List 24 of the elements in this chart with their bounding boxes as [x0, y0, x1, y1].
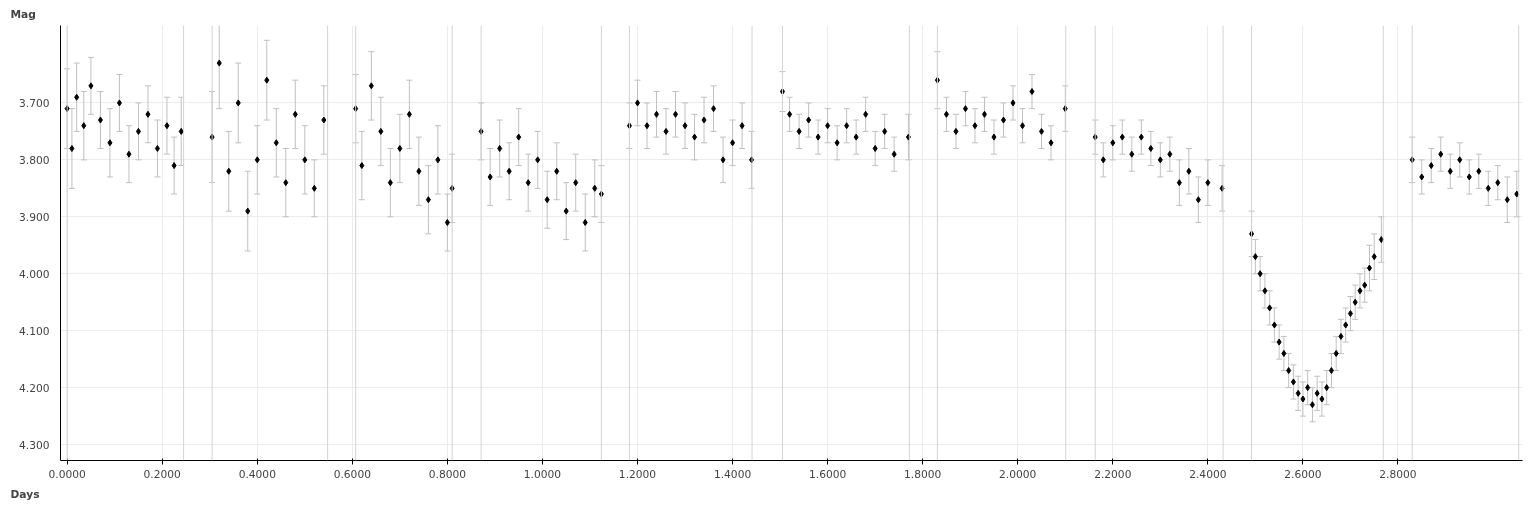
x-tick-label: 0.0000 [48, 467, 87, 481]
x-tick-label: 1.4000 [713, 467, 752, 481]
x-tick-label: 2.2000 [1094, 467, 1132, 481]
x-tick-label: 2.6000 [1284, 467, 1322, 481]
x-tick-label: 1.0000 [523, 467, 562, 481]
y-tick-label: 4.000 [18, 267, 50, 281]
y-tick-label: 3.700 [18, 96, 50, 110]
x-tick-label: 0.8000 [428, 467, 467, 481]
y-tick-label: 4.200 [18, 381, 50, 395]
y-tick-label: 4.300 [18, 438, 50, 452]
y-tick-label: 4.100 [18, 324, 50, 338]
y-axis-title: Mag [10, 7, 36, 21]
x-tick-label: 2.0000 [999, 467, 1037, 481]
x-tick-label: 1.6000 [808, 467, 847, 481]
x-tick-label: 2.4000 [1189, 467, 1227, 481]
y-tick-label: 3.900 [18, 210, 50, 224]
x-tick-label: 1.8000 [904, 467, 942, 481]
x-tick-label: 0.2000 [143, 467, 182, 481]
x-axis-title: Days [10, 487, 40, 501]
y-tick-label: 3.800 [18, 153, 50, 167]
x-tick-label: 2.8000 [1379, 467, 1417, 481]
x-tick-label: 0.6000 [333, 467, 372, 481]
x-tick-label: 0.4000 [238, 467, 277, 481]
x-tick-label: 1.2000 [618, 467, 657, 481]
